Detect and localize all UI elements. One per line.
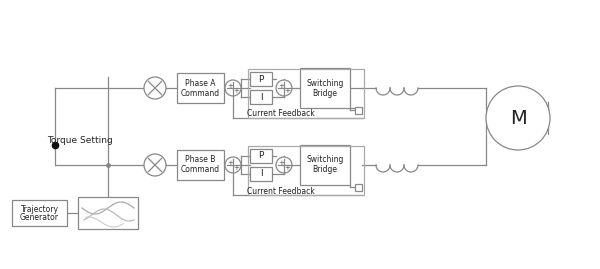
Bar — [355, 107, 362, 114]
Text: P: P — [259, 75, 263, 83]
Bar — [250, 90, 272, 104]
Text: I: I — [260, 93, 262, 101]
Text: I: I — [260, 169, 262, 179]
Text: Trajectory: Trajectory — [20, 204, 59, 214]
Bar — [300, 145, 350, 185]
Text: Phase B: Phase B — [185, 155, 215, 165]
Text: +: + — [233, 165, 239, 171]
Text: M: M — [509, 108, 526, 128]
Text: Command: Command — [181, 165, 220, 175]
Text: Command: Command — [181, 89, 220, 97]
Bar — [300, 68, 350, 108]
Text: +: + — [284, 165, 290, 171]
Bar — [78, 197, 138, 229]
Circle shape — [144, 154, 166, 176]
Text: Torque Setting: Torque Setting — [47, 136, 113, 145]
Circle shape — [486, 86, 550, 150]
Text: Bridge: Bridge — [313, 165, 337, 175]
Bar — [250, 72, 272, 86]
Circle shape — [276, 80, 292, 96]
Circle shape — [225, 157, 241, 173]
Text: +: + — [278, 83, 284, 89]
Bar — [177, 73, 224, 103]
Text: Current Feedback: Current Feedback — [247, 109, 315, 119]
Text: Switching: Switching — [307, 79, 344, 87]
Text: Phase A: Phase A — [185, 79, 216, 87]
Circle shape — [144, 77, 166, 99]
Bar — [250, 149, 272, 163]
Text: +: + — [284, 88, 290, 94]
Text: Generator: Generator — [20, 214, 59, 222]
Circle shape — [225, 80, 241, 96]
Text: +: + — [233, 88, 239, 94]
Bar — [177, 150, 224, 180]
Bar — [12, 200, 67, 226]
Text: P: P — [259, 151, 263, 161]
Text: +: + — [227, 83, 233, 89]
Text: +: + — [227, 160, 233, 166]
Bar — [355, 183, 362, 190]
Text: Switching: Switching — [307, 155, 344, 165]
Bar — [248, 69, 364, 118]
Text: Bridge: Bridge — [313, 89, 337, 97]
Bar — [248, 146, 364, 195]
Bar — [250, 167, 272, 181]
Text: Current Feedback: Current Feedback — [247, 186, 315, 196]
Circle shape — [276, 157, 292, 173]
Text: +: + — [278, 160, 284, 166]
